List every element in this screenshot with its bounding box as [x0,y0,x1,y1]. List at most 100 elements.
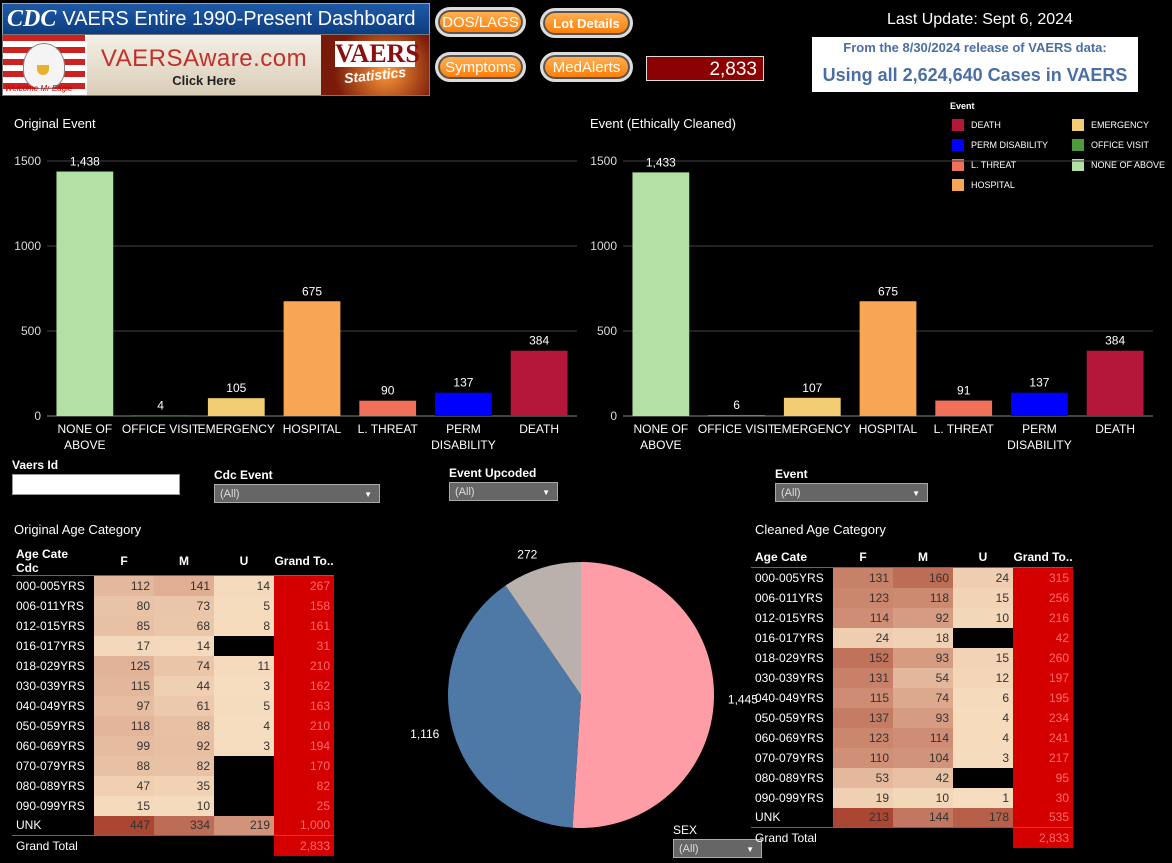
grand-total-cell: 210 [274,715,334,736]
grand-total-row: Grand Total 2,833 [751,827,1073,848]
click-here-label: Click Here [172,73,236,88]
table-row: 012-015YRS 85 68 8 161 [12,615,334,636]
table-cell: 82 [154,755,214,776]
legend-item-hospital[interactable]: HOSPITAL [952,179,1015,191]
grand-total-cell: 42 [1013,627,1073,648]
x-tick-label: DEATH [1095,422,1135,436]
table-cell: 74 [893,687,953,708]
vaersaware-title: VAERSAware.com [100,45,308,72]
table-cell [893,827,953,848]
vaersaware-link[interactable]: VAERSAware.com Click Here [87,35,321,95]
table-cell [953,627,1013,648]
table-row: UNK 447 334 219 1,000 [12,815,334,836]
table-row: 090-099YRS 19 10 1 30 [751,787,1073,808]
table-cell [154,835,214,856]
table-row: 050-059YRS 137 93 4 234 [751,707,1073,728]
cdc-event-dropdown[interactable]: (All) ▼ [214,484,380,503]
table-cell [94,835,154,856]
dashboard-title: VAERS Entire 1990-Present Dashboard [62,7,416,30]
grand-total-cell: 197 [1013,667,1073,688]
legend-swatch [952,139,964,151]
table-row: 012-015YRS 114 92 10 216 [751,607,1073,628]
table-cell [953,767,1013,788]
table-cell: 54 [893,667,953,688]
table-row: 070-079YRS 88 82 170 [12,755,334,776]
x-tick-label: DEATH [519,422,559,436]
table-cell: 137 [833,707,893,728]
legend-item-l-threat[interactable]: L. THREAT [952,159,1016,171]
cleaned-event-chart: 0 500 1000 1500 1,433 NONE OF ABOVE 6 OFFICE VIS… [590,154,1153,452]
legend-item-office-visit[interactable]: OFFICE VISIT [1072,139,1149,151]
bar-none-of-above [56,171,114,416]
table-cell: 93 [893,647,953,668]
table-cell: 131 [833,567,893,588]
row-label: 016-017YRS [16,638,85,653]
table-cell: 18 [893,627,953,648]
vaersaware-banner[interactable]: Welcome Mr Eagle VAERSAware.com Click He… [2,34,430,96]
column-header: F [833,547,893,568]
table-cell: 4 [953,707,1013,728]
x-tick-label: L. THREAT [934,422,995,436]
column-header: F [94,547,154,576]
row-label: UNK [16,818,42,833]
event-legend: Event DEATH EMERGENCY PERM DISABILITY OF… [950,101,1172,191]
table-row: 070-079YRS 110 104 3 217 [751,747,1073,768]
table-cell: 3 [214,675,274,696]
x-tick-label: OFFICE VISIT [698,422,776,436]
event-upcoded-dropdown[interactable]: (All) ▼ [449,482,558,501]
vaers-id-input[interactable] [12,474,180,495]
legend-item-perm-disability[interactable]: PERM DISABILITY [952,139,1048,151]
table-cell: 42 [893,767,953,788]
legend-item-none-of-above[interactable]: NONE OF ABOVE [1072,159,1165,171]
row-label: 012-015YRS [16,618,85,633]
bar-l-threat [359,400,417,416]
eagle-flag-image: Welcome Mr Eagle [3,35,85,95]
sex-filter-dropdown[interactable]: (All) ▼ [673,839,762,858]
legend-item-death[interactable]: DEATH [952,119,1001,131]
y-tick-label: 1000 [14,239,41,253]
grand-total-cell: 194 [274,735,334,756]
medalerts-button[interactable]: MedAlerts [540,52,633,82]
y-tick-label: 500 [21,324,41,338]
bar-value-label: 137 [1029,376,1049,390]
event-filter-dropdown[interactable]: (All) ▼ [775,483,928,502]
table-row: 080-089YRS 47 35 82 [12,775,334,796]
table-cell: 144 [893,807,953,828]
chevron-down-icon: ▼ [542,488,550,497]
grand-total-cell: 82 [274,775,334,796]
row-label: 012-015YRS [755,610,824,625]
bar-value-label: 675 [878,284,898,298]
table-cell: 10 [154,795,214,816]
legend-item-emergency[interactable]: EMERGENCY [1072,119,1149,131]
bar-value-label: 105 [226,381,246,395]
table-row: UNK 213 144 178 535 [751,807,1073,828]
lot-details-button[interactable]: Lot Details [540,8,633,38]
legend-swatch [1072,139,1084,151]
table-cell: 19 [833,787,893,808]
grand-total-cell: 30 [1013,787,1073,808]
cleaned-event-title: Event (Ethically Cleaned) [590,116,736,131]
table-cell: 5 [214,695,274,716]
bar-emergency [783,397,841,416]
table-cell: 118 [893,587,953,608]
row-label: 040-049YRS [16,698,85,713]
row-label: 000-005YRS [755,570,824,585]
row-label: 050-059YRS [16,718,85,733]
column-header: U [953,547,1013,568]
dos-lags-button[interactable]: DOS/LAGS [435,7,526,37]
legend-swatch [1072,119,1084,131]
table-cell: 92 [154,735,214,756]
row-label: 050-059YRS [755,710,824,725]
column-header: Grand To.. [1013,547,1073,568]
row-label: 060-069YRS [755,730,824,745]
row-label: 006-011YRS [755,590,823,605]
x-tick-label: DISABILITY [431,438,496,452]
chevron-down-icon: ▼ [746,845,754,854]
table-cell: 178 [953,807,1013,828]
legend-swatch [1072,159,1084,171]
table-cell: 53 [833,767,893,788]
table-row: 000-005YRS 112 141 14 267 [12,575,334,596]
grand-total-cell: 195 [1013,687,1073,708]
symptoms-button[interactable]: Symptoms [435,52,526,82]
grand-total-cell: 25 [274,795,334,816]
